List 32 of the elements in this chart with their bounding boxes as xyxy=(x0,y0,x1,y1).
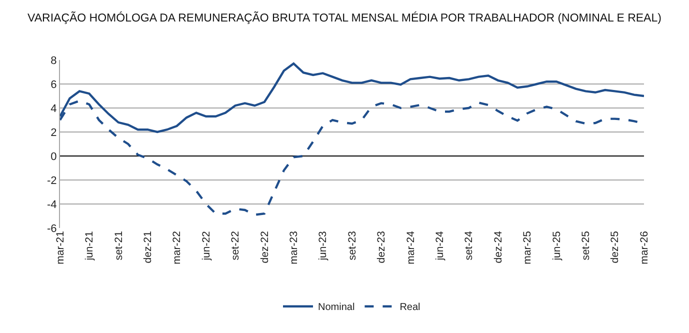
y-tick-label: 6 xyxy=(50,78,57,91)
x-tick-label: set-24 xyxy=(463,230,476,260)
x-tick-label: jun-22 xyxy=(200,230,212,262)
x-tick-label: mar-25 xyxy=(522,230,534,264)
x-tick-label: jun-21 xyxy=(84,230,96,262)
x-tick-label: set-25 xyxy=(580,230,592,260)
legend-label: Real xyxy=(400,302,420,314)
x-tick-label: mar-23 xyxy=(288,230,300,264)
y-tick-label: -6 xyxy=(47,222,57,235)
y-tick-label: 2 xyxy=(50,126,57,139)
y-tick-label: -4 xyxy=(47,198,57,211)
x-tick-label: dez-24 xyxy=(492,230,504,264)
x-tick-label: jun-24 xyxy=(434,230,446,262)
x-tick-label: jun-25 xyxy=(550,230,563,262)
y-tick-label: 0 xyxy=(50,150,57,163)
x-tick-label: dez-23 xyxy=(376,230,388,264)
x-tick-label: mar-24 xyxy=(404,230,417,264)
x-tick-label: set-23 xyxy=(346,230,358,260)
x-tick-label: dez-25 xyxy=(609,230,622,264)
x-tick-label: dez-22 xyxy=(258,230,271,264)
chart-title: VARIAÇÃO HOMÓLOGA DA REMUNERAÇÃO BRUTA TOTAL MENSAL MÉDIA POR TRABALHADOR (NOMINAL E REAL) xyxy=(28,10,662,24)
x-tick-label: jun-23 xyxy=(317,230,330,262)
x-tick-label: mar-22 xyxy=(171,230,184,264)
y-tick-label: 4 xyxy=(50,102,57,115)
x-tick-label: mar-26 xyxy=(638,230,650,264)
x-tick-label: set-21 xyxy=(112,230,125,260)
x-tick-label: mar-21 xyxy=(54,230,66,264)
legend-label: Nominal xyxy=(318,302,355,314)
x-tick-label: dez-21 xyxy=(142,230,154,264)
y-tick-label: 8 xyxy=(50,54,57,67)
x-tick-label: set-22 xyxy=(230,230,242,260)
y-tick-label: -2 xyxy=(47,174,57,187)
